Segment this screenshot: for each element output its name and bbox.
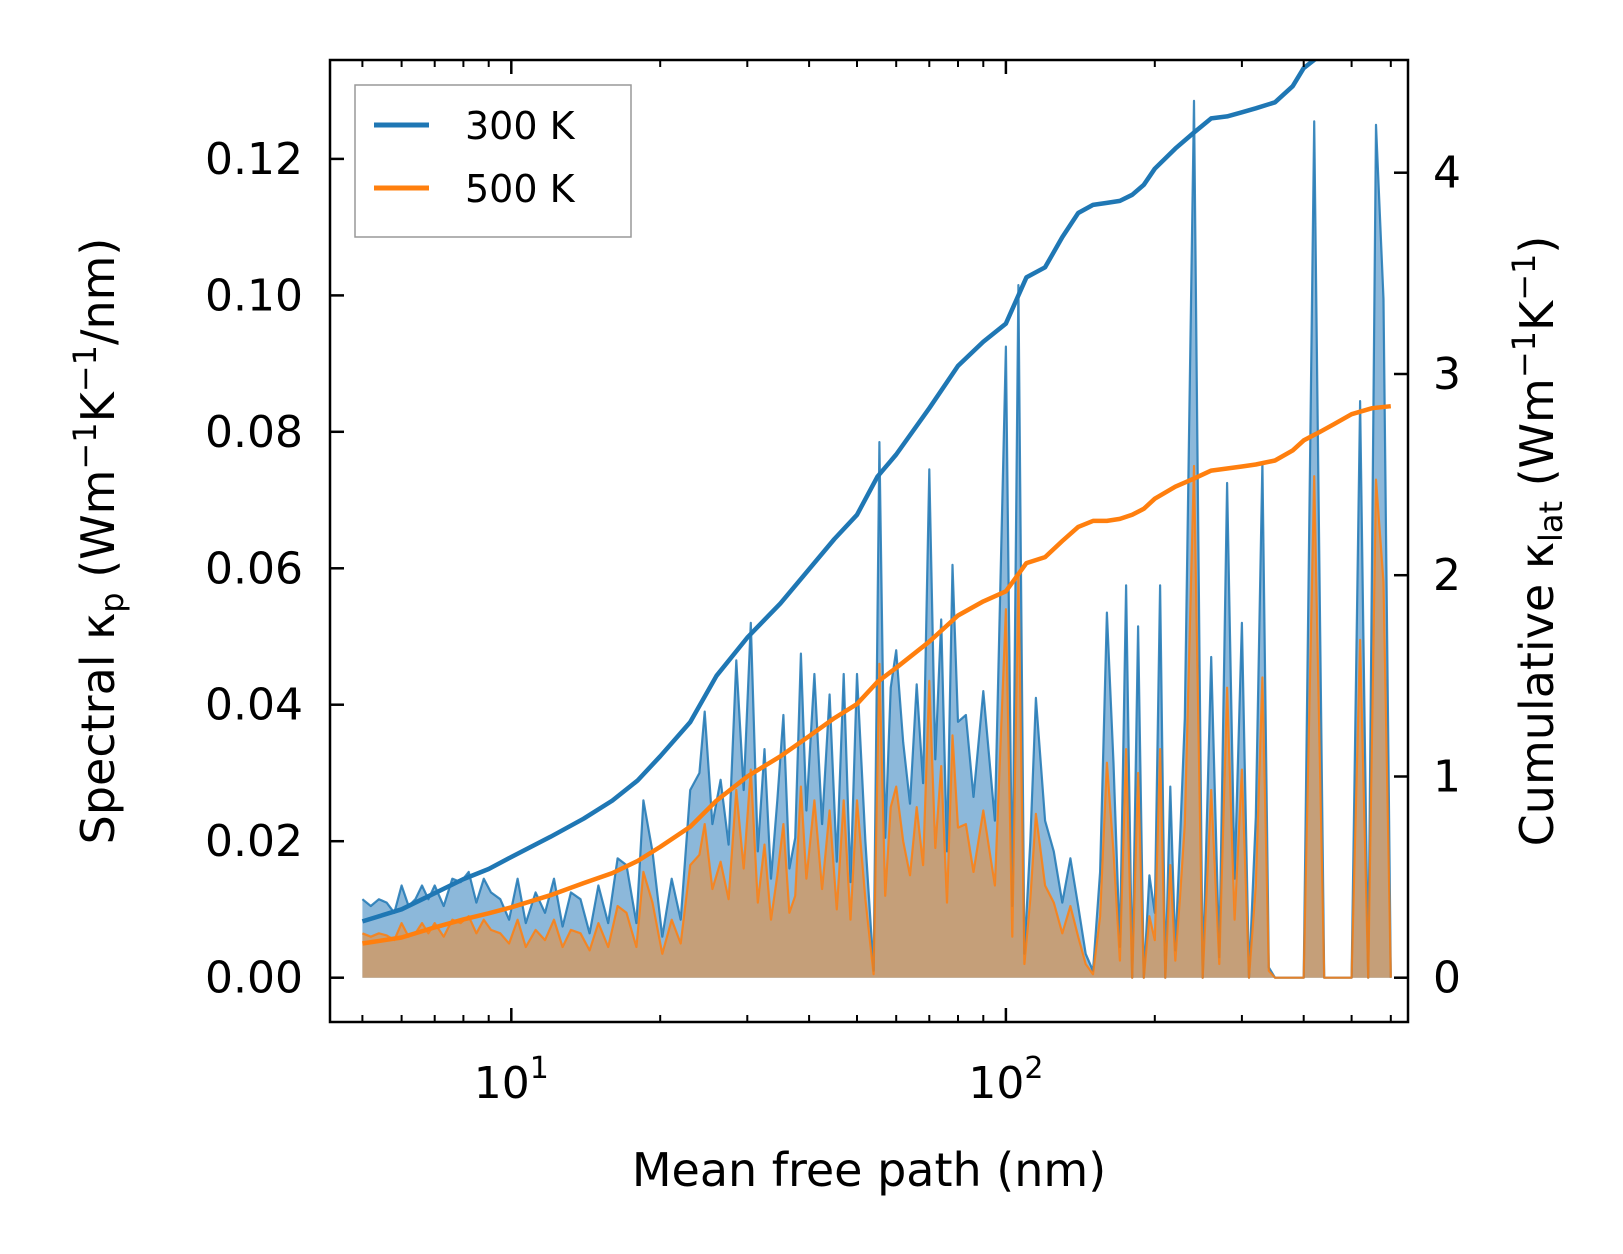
right-y-label-sub: lat	[1532, 501, 1570, 542]
legend-label-300k: 300 K	[465, 104, 576, 148]
y-right-tick-label: 4	[1433, 148, 1461, 199]
legend: 300 K 500 K	[354, 84, 632, 238]
cumulative-line-300k	[361, 60, 1318, 924]
left-y-label-exp1: −1	[66, 422, 104, 469]
right-y-label-exp2: −1	[1505, 254, 1543, 301]
left-y-label-exp2: −1	[66, 345, 104, 392]
right-y-label-unit-mid: K	[1510, 299, 1564, 331]
left-y-axis-label: Spectral κp (Wm−1K−1/nm)	[66, 238, 131, 845]
y-right-tick-label: 1	[1433, 752, 1461, 803]
y-left-tick-label: 0.02	[205, 816, 303, 867]
spectral-fill-500k	[362, 466, 1391, 978]
right-y-label-main: Cumulative κ	[1510, 542, 1564, 846]
cumulative-line-500k	[362, 403, 1392, 946]
spectral-line-300k	[361, 99, 1392, 979]
x-tick-label-exp: 2	[1024, 1051, 1043, 1086]
legend-box	[354, 84, 632, 238]
right-y-label-unit-post: )	[1510, 236, 1564, 254]
x-tick-label: 101	[474, 1051, 549, 1109]
y-left-tick-label: 0.04	[205, 680, 303, 731]
x-tick-label: 102	[968, 1051, 1043, 1109]
x-tick-label-base: 10	[968, 1058, 1024, 1109]
left-y-label-sub: p	[93, 592, 131, 612]
spectral-line-500k	[361, 464, 1392, 979]
cumulative-lines	[361, 60, 1392, 946]
y-right-tick-label: 0	[1433, 953, 1461, 1004]
y-left-tick-label: 0.00	[205, 953, 303, 1004]
y-right-tick-label: 2	[1433, 550, 1461, 601]
spectral-lines	[361, 99, 1392, 979]
y-left-tick-label: 0.10	[205, 270, 303, 321]
plot-area	[361, 60, 1392, 979]
x-tick-label-exp: 1	[530, 1051, 549, 1086]
y-left-tick-label: 0.08	[205, 407, 303, 458]
x-axis-label: Mean free path (nm)	[632, 1143, 1106, 1197]
y-right-tick-label: 3	[1433, 349, 1461, 400]
left-y-label-unit-pre: (Wm	[71, 470, 125, 593]
left-y-label-unit-post: /nm)	[71, 238, 125, 345]
right-y-label-exp1: −1	[1505, 331, 1543, 378]
left-y-label-main: Spectral κ	[71, 613, 125, 845]
x-tick-label-base: 10	[474, 1058, 530, 1109]
right-y-label-unit-pre: (Wm	[1510, 378, 1564, 501]
left-y-label-unit-mid: K	[71, 390, 125, 422]
y-left-tick-label: 0.06	[205, 543, 303, 594]
y-left-tick-label: 0.12	[205, 134, 303, 185]
right-y-axis-label: Cumulative κlat (Wm−1K−1)	[1505, 236, 1570, 847]
plot-frame	[328, 58, 1410, 1024]
legend-label-500k: 500 K	[465, 167, 576, 211]
